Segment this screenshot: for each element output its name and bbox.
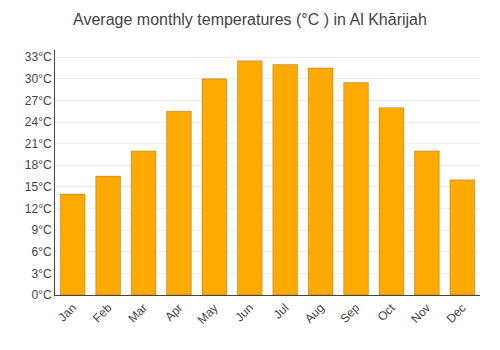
svg-text:24°C: 24°C xyxy=(25,115,52,129)
svg-text:33°C: 33°C xyxy=(25,50,52,64)
svg-text:18°C: 18°C xyxy=(25,158,52,172)
svg-text:12°C: 12°C xyxy=(25,202,52,216)
svg-text:Jun: Jun xyxy=(233,301,257,325)
svg-text:27°C: 27°C xyxy=(25,94,52,108)
svg-text:9°C: 9°C xyxy=(31,223,51,237)
svg-text:15°C: 15°C xyxy=(25,180,52,194)
svg-text:Aug: Aug xyxy=(302,301,327,326)
svg-text:Oct: Oct xyxy=(375,300,399,324)
svg-text:3°C: 3°C xyxy=(31,267,51,281)
svg-text:Apr: Apr xyxy=(162,301,185,324)
svg-text:21°C: 21°C xyxy=(25,137,52,151)
svg-text:Mar: Mar xyxy=(125,301,150,326)
svg-text:Dec: Dec xyxy=(444,301,469,326)
svg-text:0°C: 0°C xyxy=(31,288,51,302)
svg-text:Sep: Sep xyxy=(337,301,362,326)
svg-text:Jan: Jan xyxy=(55,301,79,325)
svg-text:May: May xyxy=(195,301,221,327)
svg-text:Nov: Nov xyxy=(408,301,433,326)
svg-text:6°C: 6°C xyxy=(31,245,51,259)
svg-text:Jul: Jul xyxy=(271,301,292,322)
svg-text:Average monthly temperatures (: Average monthly temperatures (°C ) in Al… xyxy=(73,11,427,28)
svg-text:Feb: Feb xyxy=(90,301,115,326)
svg-text:30°C: 30°C xyxy=(25,72,52,86)
